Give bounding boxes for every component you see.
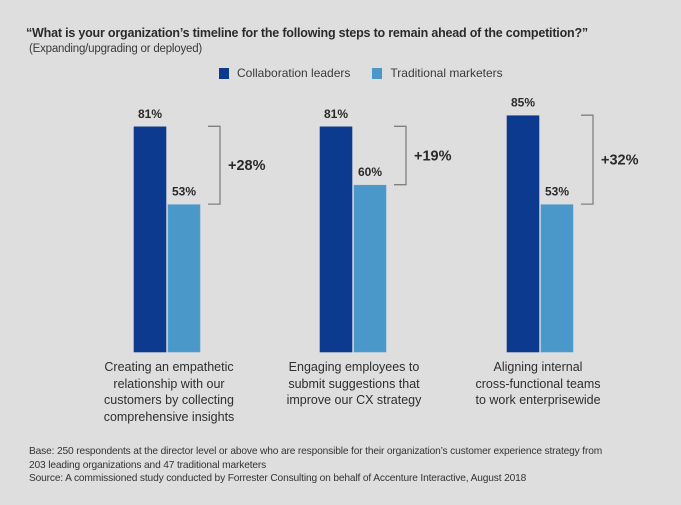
bar-value-label: 85% (511, 96, 535, 110)
legend-label: Traditional marketers (390, 66, 503, 80)
legend-label: Collaboration leaders (237, 66, 351, 80)
legend-item-collaboration-leaders: Collaboration leaders (219, 66, 350, 80)
legend-swatch-traditional-marketers (372, 67, 383, 79)
bar-value-label: 53% (545, 185, 569, 199)
footnote-source: Source: A commissioned study conducted b… (29, 473, 527, 484)
difference-annotation: +32% (601, 153, 639, 169)
difference-bracket (581, 114, 594, 205)
difference-bracket (208, 125, 221, 205)
category-label-line: improve our CX strategy (286, 393, 422, 407)
bar-traditional-marketers (167, 204, 201, 353)
footnote-base-line2: 203 leading organizations and 47 traditi… (29, 459, 267, 471)
bar-collaboration-leaders (133, 126, 167, 353)
legend-item-traditional-marketers: Traditional marketers (372, 66, 503, 80)
bar-value-label: 53% (172, 185, 196, 199)
category-label-line: Engaging employees to (288, 360, 420, 374)
category-label-line: Creating an empathetic (104, 360, 234, 374)
bar-collaboration-leaders (506, 115, 540, 353)
legend-swatch-collaboration-leaders (219, 67, 229, 79)
bar-value-label: 81% (138, 107, 162, 121)
footnote-base-line1: Base: 250 respondents at the director le… (29, 446, 603, 457)
bar-collaboration-leaders (319, 126, 353, 353)
bar-value-label: 81% (324, 107, 348, 121)
difference-bracket (394, 125, 407, 186)
chart-title: “What is your organization’s timeline fo… (26, 26, 588, 40)
difference-annotation: +19% (414, 149, 452, 165)
category-label-line: cross-functional teams (475, 376, 601, 391)
chart-subtitle: (Expanding/upgrading or deployed) (29, 43, 203, 55)
bar-value-label: 60% (358, 165, 382, 179)
bar-traditional-marketers (353, 184, 387, 353)
bar-traditional-marketers (540, 204, 574, 353)
category-label-line: submit suggestions that (288, 376, 420, 391)
category-label-line: customers by collecting (104, 393, 234, 407)
category-label: Aligning internal cross-functional teams t… (453, 359, 623, 409)
category-label-line: to work enterprisewide (475, 393, 601, 407)
category-label: Engaging employees to submit suggestions … (269, 359, 439, 409)
category-label: Creating an empathetic relationship with … (84, 359, 254, 425)
difference-annotation: +28% (228, 158, 266, 174)
category-label-line: comprehensive insights (103, 409, 235, 424)
legend: Collaboration leaders Traditional market… (219, 66, 525, 80)
category-label-line: relationship with our (113, 376, 225, 391)
footnote: Base: 250 respondents at the director le… (29, 445, 602, 486)
category-label-line: Aligning internal (493, 360, 583, 374)
